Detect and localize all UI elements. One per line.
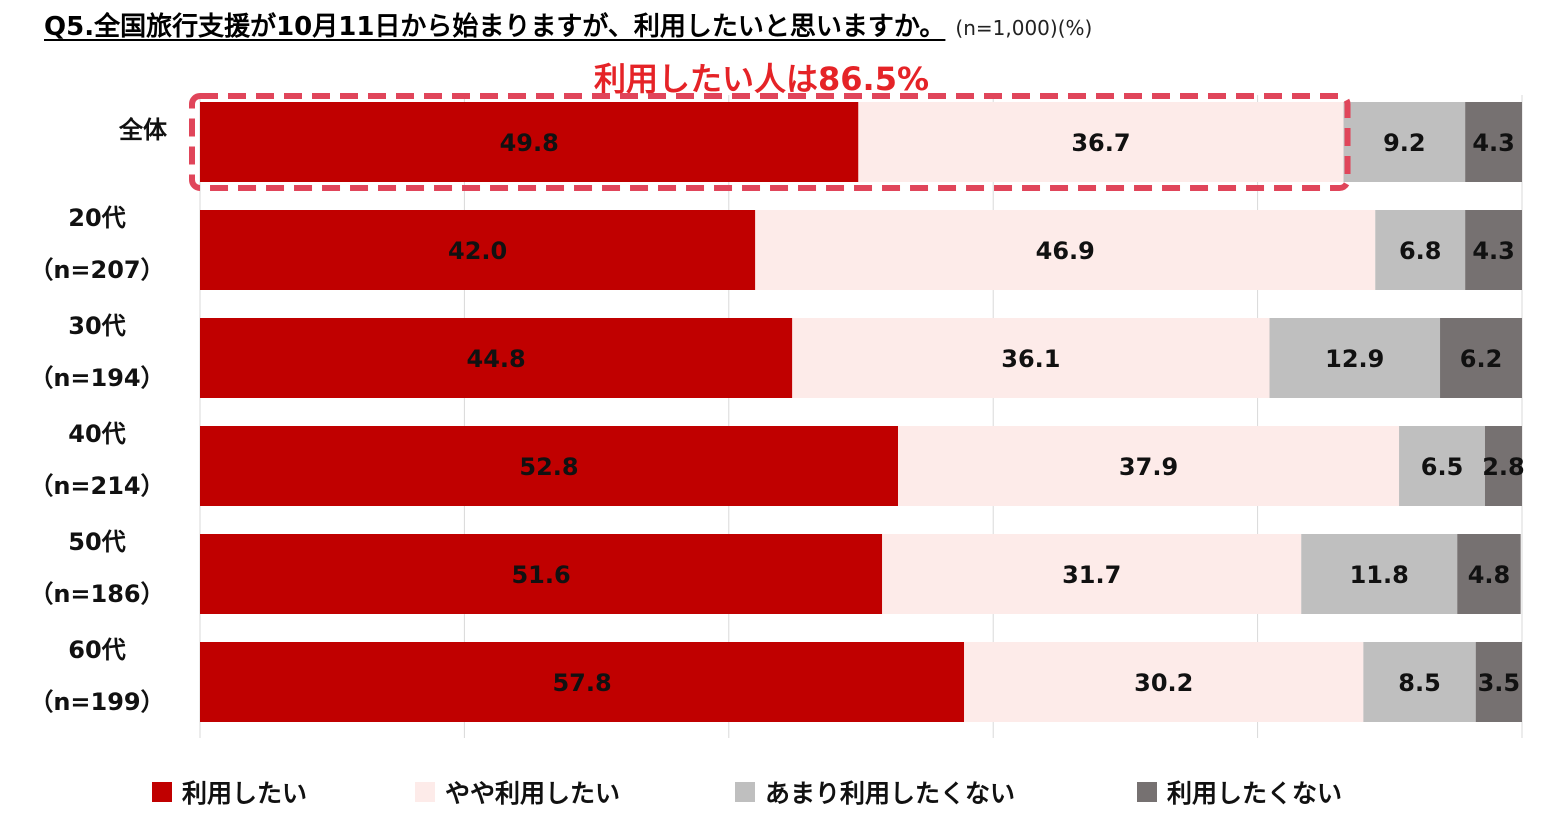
- bar-segment: [1457, 534, 1521, 614]
- bar-segment: [1465, 210, 1522, 290]
- legend-swatch: [1137, 782, 1157, 802]
- bar-segment: [1363, 642, 1476, 722]
- category-sample-label: （n=207）: [29, 256, 164, 284]
- legend-item: 利用したい: [152, 776, 307, 808]
- category-sample-label: （n=214）: [29, 472, 164, 500]
- bar-segment: [200, 210, 756, 290]
- bar-segment: [1269, 318, 1441, 398]
- category-label: 20代: [68, 204, 125, 232]
- data-label: 30.2: [1134, 669, 1193, 697]
- legend-swatch: [415, 782, 435, 802]
- data-label: 12.9: [1325, 345, 1384, 373]
- bar-segment: [755, 210, 1376, 290]
- category-sample-label: （n=186）: [29, 580, 164, 608]
- bar-segment: [1440, 318, 1522, 398]
- category-sample-label: （n=194）: [29, 364, 164, 392]
- data-label: 9.2: [1383, 129, 1426, 157]
- category-label: 40代: [68, 420, 125, 448]
- bar-segment: [1343, 102, 1466, 182]
- data-label: 8.5: [1398, 669, 1441, 697]
- bar-segment: [858, 102, 1344, 182]
- bar-segment: [1399, 426, 1485, 506]
- bar-segment: [1465, 102, 1522, 182]
- bar-segment: [200, 534, 883, 614]
- chart-title: Q5.全国旅行支援が10月11日から始まりますが、利用したいと思いますか。: [44, 12, 946, 42]
- bar-segment: [1301, 534, 1458, 614]
- bar-segment: [1375, 210, 1466, 290]
- data-label: 4.3: [1472, 129, 1515, 157]
- legend-label: 利用したい: [182, 779, 308, 808]
- data-label: 4.8: [1468, 561, 1511, 589]
- bar-segment: [898, 426, 1400, 506]
- data-label: 51.6: [511, 561, 570, 589]
- data-label: 36.1: [1001, 345, 1060, 373]
- category-label: 50代: [68, 528, 125, 556]
- data-label: 6.2: [1460, 345, 1503, 373]
- data-label: 52.8: [519, 453, 578, 481]
- bar-segment: [200, 318, 793, 398]
- data-label: 44.8: [467, 345, 526, 373]
- data-label: 49.8: [500, 129, 559, 157]
- data-label: 31.7: [1062, 561, 1121, 589]
- bar-segment: [882, 534, 1302, 614]
- category-sample-label: （n=199）: [29, 688, 164, 716]
- category-label: 60代: [68, 636, 125, 664]
- legend-label: 利用したくない: [1167, 779, 1343, 808]
- data-label: 6.5: [1421, 453, 1464, 481]
- callout-text: 利用したい人は86.5%: [594, 60, 930, 98]
- bar-segment: [792, 318, 1270, 398]
- highlight-box: [189, 93, 1351, 191]
- bar-segment: [1484, 426, 1522, 506]
- bar-segment: [1475, 642, 1522, 722]
- legend-swatch: [735, 782, 755, 802]
- data-label: 3.5: [1478, 669, 1521, 697]
- legend-item: 利用したくない: [1137, 776, 1342, 808]
- legend-swatch: [152, 782, 172, 802]
- data-label: 4.3: [1472, 237, 1515, 265]
- data-label: 36.7: [1071, 129, 1130, 157]
- bar-segment: [200, 102, 859, 182]
- data-label: 46.9: [1036, 237, 1095, 265]
- data-label: 42.0: [448, 237, 507, 265]
- data-label: 11.8: [1350, 561, 1409, 589]
- data-label: 6.8: [1399, 237, 1442, 265]
- legend-label: あまり利用したくない: [765, 779, 1016, 808]
- bar-segment: [964, 642, 1364, 722]
- legend-item: あまり利用したくない: [735, 776, 1015, 808]
- bar-segment: [200, 642, 965, 722]
- legend-label: やや利用したい: [445, 779, 621, 808]
- category-label: 30代: [68, 312, 125, 340]
- category-label: 全体: [118, 116, 168, 144]
- data-label: 2.8: [1482, 453, 1525, 481]
- data-label: 37.9: [1119, 453, 1178, 481]
- bar-segment: [200, 426, 899, 506]
- legend-item: やや利用したい: [415, 776, 620, 808]
- title-row: Q5.全国旅行支援が10月11日から始まりますが、利用したいと思いますか。 (n=…: [44, 6, 1092, 43]
- sample-note: (n=1,000)(%): [955, 16, 1093, 40]
- data-label: 57.8: [552, 669, 611, 697]
